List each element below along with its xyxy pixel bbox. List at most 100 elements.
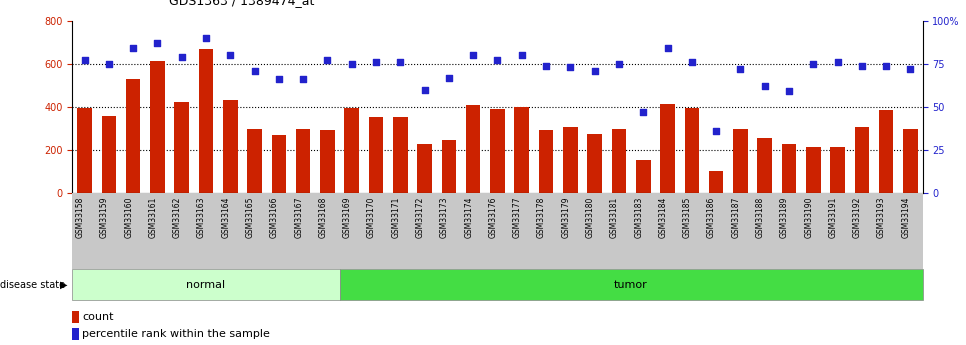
Point xyxy=(636,109,651,115)
Bar xyxy=(77,108,92,193)
Point xyxy=(490,58,505,63)
Text: GSM33159: GSM33159 xyxy=(99,197,109,238)
Point xyxy=(708,128,724,134)
Point xyxy=(150,40,165,46)
Point xyxy=(684,59,699,65)
Text: GSM33162: GSM33162 xyxy=(173,197,182,238)
Bar xyxy=(199,49,213,193)
Text: GSM33189: GSM33189 xyxy=(780,197,789,238)
Point xyxy=(174,54,189,60)
Bar xyxy=(611,129,626,193)
Bar xyxy=(539,130,554,193)
Point xyxy=(854,63,869,68)
Bar xyxy=(563,127,578,193)
Bar xyxy=(685,108,699,193)
Text: GSM33177: GSM33177 xyxy=(513,197,522,238)
Text: GSM33185: GSM33185 xyxy=(683,197,692,238)
Text: GSM33194: GSM33194 xyxy=(901,197,910,238)
Bar xyxy=(223,100,238,193)
Bar xyxy=(271,135,286,193)
Text: GSM33184: GSM33184 xyxy=(659,197,668,238)
Bar xyxy=(636,160,650,193)
Bar xyxy=(340,269,923,300)
Text: GSM33176: GSM33176 xyxy=(489,197,497,238)
Bar xyxy=(709,170,724,193)
Text: GSM33163: GSM33163 xyxy=(197,197,206,238)
Text: ▶: ▶ xyxy=(60,280,68,289)
Text: GSM33165: GSM33165 xyxy=(245,197,255,238)
Bar xyxy=(515,107,529,193)
Point xyxy=(902,66,918,72)
Text: GSM33190: GSM33190 xyxy=(805,197,813,238)
Text: GSM33186: GSM33186 xyxy=(707,197,716,238)
Bar xyxy=(150,61,165,193)
Point xyxy=(126,46,141,51)
Point xyxy=(781,89,797,94)
Text: disease state: disease state xyxy=(0,280,65,289)
Bar xyxy=(345,108,359,193)
Text: GSM33180: GSM33180 xyxy=(585,197,595,238)
Point xyxy=(320,58,335,63)
Bar xyxy=(855,127,869,193)
Text: GSM33188: GSM33188 xyxy=(755,197,765,238)
Bar xyxy=(660,104,675,193)
Bar xyxy=(490,109,505,193)
Point xyxy=(830,59,845,65)
Text: GSM33192: GSM33192 xyxy=(853,197,862,238)
Bar xyxy=(466,105,480,193)
Bar xyxy=(757,138,772,193)
Text: GSM33173: GSM33173 xyxy=(440,197,449,238)
Bar xyxy=(733,129,748,193)
Text: GSM33169: GSM33169 xyxy=(343,197,352,238)
Point xyxy=(441,75,457,80)
Text: GDS1363 / 1389474_at: GDS1363 / 1389474_at xyxy=(169,0,314,7)
Point xyxy=(587,68,603,73)
Bar xyxy=(369,117,384,193)
Text: GSM33174: GSM33174 xyxy=(465,197,473,238)
Bar xyxy=(806,147,820,193)
Text: tumor: tumor xyxy=(614,280,648,289)
Text: GSM33168: GSM33168 xyxy=(319,197,327,238)
Text: GSM33171: GSM33171 xyxy=(391,197,400,238)
Point xyxy=(222,52,238,58)
Text: GSM33161: GSM33161 xyxy=(149,197,157,238)
Text: GSM33170: GSM33170 xyxy=(367,197,376,238)
Bar xyxy=(417,144,432,193)
Text: GSM33160: GSM33160 xyxy=(125,197,133,238)
Text: normal: normal xyxy=(186,280,226,289)
Bar xyxy=(393,117,408,193)
Point xyxy=(514,52,529,58)
Point xyxy=(611,61,627,67)
Point xyxy=(392,59,408,65)
Bar xyxy=(175,101,189,193)
Text: GSM33166: GSM33166 xyxy=(270,197,279,238)
Bar xyxy=(72,310,79,323)
Point xyxy=(466,52,481,58)
Point xyxy=(878,63,894,68)
Bar xyxy=(247,129,262,193)
Bar xyxy=(903,129,918,193)
Point xyxy=(806,61,821,67)
Text: GSM33178: GSM33178 xyxy=(537,197,546,238)
Point xyxy=(247,68,263,73)
Bar xyxy=(296,129,310,193)
Bar xyxy=(781,144,796,193)
Point xyxy=(198,35,213,41)
Point xyxy=(271,77,287,82)
Bar xyxy=(320,130,335,193)
Bar xyxy=(72,328,79,340)
Text: count: count xyxy=(82,312,114,322)
Point xyxy=(101,61,117,67)
Point xyxy=(732,66,748,72)
Text: GSM33164: GSM33164 xyxy=(221,197,230,238)
Text: GSM33167: GSM33167 xyxy=(295,197,303,238)
Point xyxy=(538,63,554,68)
Text: GSM33187: GSM33187 xyxy=(731,197,740,238)
Point xyxy=(368,59,384,65)
Bar xyxy=(830,147,845,193)
Text: GSM33181: GSM33181 xyxy=(610,197,619,238)
Bar xyxy=(126,79,140,193)
Bar xyxy=(101,116,116,193)
Point xyxy=(562,65,578,70)
Text: GSM33158: GSM33158 xyxy=(75,197,85,238)
